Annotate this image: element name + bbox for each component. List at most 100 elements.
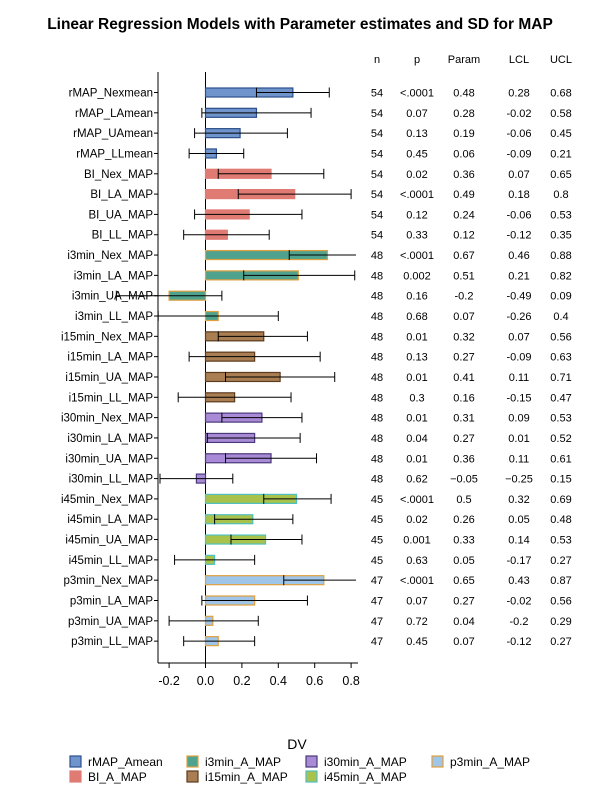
row-label: i30min_LL_MAP bbox=[69, 474, 154, 486]
legend-title: DV bbox=[287, 736, 307, 752]
table-cell-n: 47 bbox=[371, 636, 383, 648]
table-cell-p: 0.45 bbox=[406, 148, 427, 160]
x-tick-label: 0.0 bbox=[197, 674, 214, 688]
table-cell-n: 45 bbox=[371, 494, 383, 506]
table-cell-param: 0.48 bbox=[453, 88, 474, 100]
table-cell-param: 0.07 bbox=[453, 636, 474, 648]
x-tick-label: -0.2 bbox=[158, 674, 180, 688]
table-cell-n: 48 bbox=[371, 291, 383, 303]
table-cell-lcl: 0.11 bbox=[509, 372, 530, 384]
row-label: i3min_LL_MAP bbox=[75, 311, 153, 323]
table-cell-p: 0.12 bbox=[406, 209, 427, 221]
table-cell-p: 0.3 bbox=[409, 392, 424, 404]
row-label: i45min_LL_MAP bbox=[69, 555, 154, 567]
table-cell-param: 0.06 bbox=[453, 148, 474, 160]
table-cell-ucl: 0.87 bbox=[550, 575, 571, 587]
table-cell-p: <.0001 bbox=[400, 494, 434, 506]
row-label: i3min_LA_MAP bbox=[74, 270, 154, 282]
legend-label-i3min_A_MAP: i3min_A_MAP bbox=[205, 755, 281, 769]
table-cell-n: 54 bbox=[371, 88, 383, 100]
table-cell-lcl: -0.09 bbox=[506, 352, 531, 364]
table-cell-ucl: 0.71 bbox=[550, 372, 571, 384]
table-cell-param: 0.24 bbox=[453, 209, 474, 221]
table-header-param: Param bbox=[448, 54, 480, 66]
row-label: i3min_Nex_MAP bbox=[67, 250, 153, 262]
table-cell-p: 0.33 bbox=[406, 230, 427, 242]
row-label: i45min_Nex_MAP bbox=[61, 494, 153, 506]
table-cell-lcl: 0.21 bbox=[508, 270, 529, 282]
x-tick-label: 0.6 bbox=[306, 674, 323, 688]
legend-swatch-i30min_A_MAP bbox=[305, 755, 318, 768]
table-cell-lcl: 0.43 bbox=[508, 575, 529, 587]
table-cell-p: 0.62 bbox=[406, 474, 427, 486]
table-cell-p: 0.002 bbox=[403, 270, 431, 282]
table-cell-param: 0.27 bbox=[453, 352, 474, 364]
table-header-p: p bbox=[414, 54, 420, 66]
table-cell-p: 0.01 bbox=[406, 372, 427, 384]
table-cell-ucl: 0.53 bbox=[550, 209, 571, 221]
row-label: i15min_LL_MAP bbox=[69, 392, 154, 404]
table-cell-p: 0.16 bbox=[406, 291, 427, 303]
table-cell-param: 0.27 bbox=[453, 433, 474, 445]
table-cell-p: <.0001 bbox=[400, 88, 434, 100]
row-label: p3min_Nex_MAP bbox=[64, 575, 154, 587]
table-cell-lcl: -0.26 bbox=[506, 311, 531, 323]
legend-swatch-p3min_A_MAP bbox=[431, 755, 444, 768]
table-cell-lcl: -0.2 bbox=[510, 616, 529, 628]
row-label: i15min_UA_MAP bbox=[65, 372, 153, 384]
table-cell-n: 54 bbox=[371, 209, 383, 221]
row-label: i30min_LA_MAP bbox=[67, 433, 153, 445]
table-cell-lcl: 0.05 bbox=[508, 514, 529, 526]
table-cell-param: 0.19 bbox=[453, 128, 474, 140]
table-cell-n: 47 bbox=[371, 575, 383, 587]
legend-swatch-i45min_A_MAP bbox=[305, 770, 318, 783]
table-cell-param: 0.27 bbox=[453, 596, 474, 608]
table-cell-param: −0.05 bbox=[450, 474, 478, 486]
table-cell-param: 0.05 bbox=[453, 555, 474, 567]
table-cell-n: 48 bbox=[371, 331, 383, 343]
table-cell-n: 48 bbox=[371, 413, 383, 425]
table-cell-p: 0.04 bbox=[406, 433, 427, 445]
row-label: rMAP_LLmean bbox=[76, 148, 153, 160]
table-cell-param: 0.49 bbox=[453, 189, 474, 201]
legend-label-i45min_A_MAP: i45min_A_MAP bbox=[324, 770, 407, 784]
table-cell-p: <.0001 bbox=[400, 575, 434, 587]
table-cell-param: 0.32 bbox=[453, 331, 474, 343]
table-cell-p: 0.72 bbox=[406, 616, 427, 628]
table-header-n: n bbox=[374, 54, 380, 66]
table-cell-param: 0.04 bbox=[453, 616, 474, 628]
row-label: BI_LL_MAP bbox=[92, 230, 154, 242]
table-cell-ucl: 0.09 bbox=[550, 291, 571, 303]
legend-label-rMAP_Amean: rMAP_Amean bbox=[88, 755, 163, 769]
table-cell-n: 47 bbox=[371, 596, 383, 608]
table-cell-p: 0.07 bbox=[406, 108, 427, 120]
row-label: BI_LA_MAP bbox=[90, 189, 153, 201]
table-cell-lcl: 0.28 bbox=[508, 88, 529, 100]
table-cell-n: 47 bbox=[371, 616, 383, 628]
row-label: i3min_UA_MAP bbox=[72, 291, 153, 303]
table-cell-n: 48 bbox=[371, 474, 383, 486]
table-cell-p: 0.01 bbox=[406, 331, 427, 343]
table-cell-p: 0.13 bbox=[406, 352, 427, 364]
table-cell-ucl: 0.63 bbox=[550, 352, 571, 364]
table-cell-n: 48 bbox=[371, 453, 383, 465]
table-cell-ucl: 0.65 bbox=[550, 169, 571, 181]
legend-swatch-BI_A_MAP bbox=[69, 770, 82, 783]
table-cell-ucl: 0.82 bbox=[550, 270, 571, 282]
table-cell-param: 0.5 bbox=[456, 494, 471, 506]
table-cell-n: 48 bbox=[371, 392, 383, 404]
legend-label-i30min_A_MAP: i30min_A_MAP bbox=[324, 755, 407, 769]
table-cell-param: 0.12 bbox=[453, 230, 474, 242]
table-cell-lcl: 0.14 bbox=[508, 535, 529, 547]
row-label: BI_Nex_MAP bbox=[84, 169, 153, 181]
table-cell-n: 48 bbox=[371, 270, 383, 282]
table-cell-lcl: 0.07 bbox=[508, 169, 529, 181]
table-cell-ucl: 0.29 bbox=[550, 616, 571, 628]
table-cell-ucl: 0.56 bbox=[550, 596, 571, 608]
table-cell-ucl: 0.52 bbox=[550, 433, 571, 445]
table-cell-lcl: -0.06 bbox=[506, 209, 531, 221]
table-cell-param: 0.65 bbox=[453, 575, 474, 587]
row-label: p3min_UA_MAP bbox=[68, 616, 153, 628]
table-cell-p: 0.001 bbox=[403, 535, 431, 547]
table-header-ucl: UCL bbox=[550, 54, 572, 66]
